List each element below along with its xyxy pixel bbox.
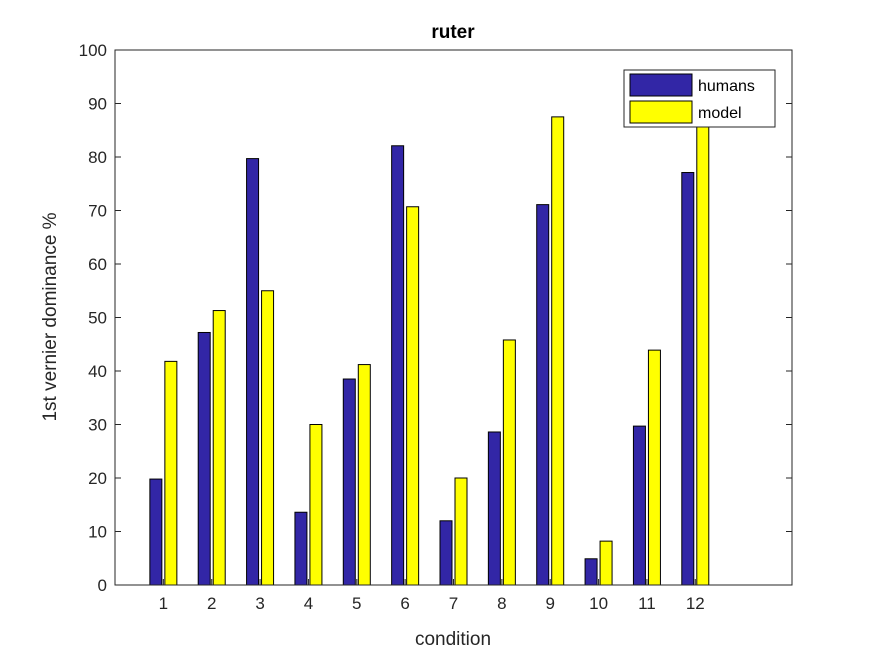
bar-humans-11 — [632, 425, 646, 585]
bar-model-5 — [357, 364, 371, 585]
x-axis-title: condition — [415, 629, 491, 650]
y-tick-label: 50 — [88, 309, 107, 328]
y-tick-label: 60 — [88, 255, 107, 274]
y-tick-label: 20 — [88, 469, 107, 488]
bar-model-4 — [309, 424, 323, 585]
y-tick-label: 40 — [88, 362, 107, 381]
y-tick-label: 30 — [88, 416, 107, 435]
x-tick-label: 5 — [352, 594, 361, 613]
bar-humans-4 — [294, 511, 308, 585]
bar-model-7 — [454, 477, 468, 585]
bar-model-2 — [212, 310, 226, 585]
bar-humans-6 — [391, 145, 405, 585]
legend-label-model: model — [698, 105, 742, 122]
bar-humans-8 — [487, 431, 501, 585]
bar-model-6 — [406, 206, 420, 585]
x-tick-label: 6 — [400, 594, 409, 613]
y-tick-label: 0 — [98, 576, 107, 595]
bar-humans-2 — [197, 331, 211, 585]
bar-humans-12 — [681, 172, 695, 585]
bar-humans-3 — [246, 158, 260, 585]
bar-humans-1 — [149, 478, 163, 585]
chart-title: ruter — [431, 22, 475, 43]
y-tick-label: 100 — [79, 41, 107, 60]
y-tick-label: 70 — [88, 202, 107, 221]
legend-swatch-model — [629, 100, 693, 124]
y-axis-title: 1st vernier dominance % — [40, 212, 61, 421]
bar-humans-5 — [342, 378, 356, 585]
legend-label-humans: humans — [698, 78, 755, 95]
bar-model-8 — [502, 339, 516, 585]
y-tick-label: 80 — [88, 148, 107, 167]
x-tick-label: 8 — [497, 594, 506, 613]
x-tick-label: 9 — [545, 594, 554, 613]
x-tick-label: 2 — [207, 594, 216, 613]
bar-humans-7 — [439, 520, 453, 585]
x-tick-label: 7 — [449, 594, 458, 613]
x-tick-label: 3 — [255, 594, 264, 613]
bar-humans-10 — [584, 558, 598, 585]
bar-model-1 — [164, 360, 178, 585]
bar-model-12 — [696, 97, 710, 585]
legend: humans model — [623, 69, 776, 128]
legend-swatch-humans — [629, 73, 693, 97]
x-tick-label: 1 — [159, 594, 168, 613]
bar-model-9 — [551, 116, 565, 585]
x-tick-label: 10 — [589, 594, 608, 613]
bar-model-11 — [647, 349, 661, 585]
bars-group — [149, 97, 710, 585]
y-tick-label: 90 — [88, 95, 107, 114]
bar-humans-9 — [536, 204, 550, 585]
x-tick-label: 11 — [638, 594, 656, 613]
x-tick-label: 4 — [304, 594, 313, 613]
bar-model-3 — [261, 290, 275, 585]
bar-model-10 — [599, 540, 613, 585]
y-tick-label: 10 — [88, 523, 107, 542]
x-tick-label: 12 — [686, 594, 705, 613]
